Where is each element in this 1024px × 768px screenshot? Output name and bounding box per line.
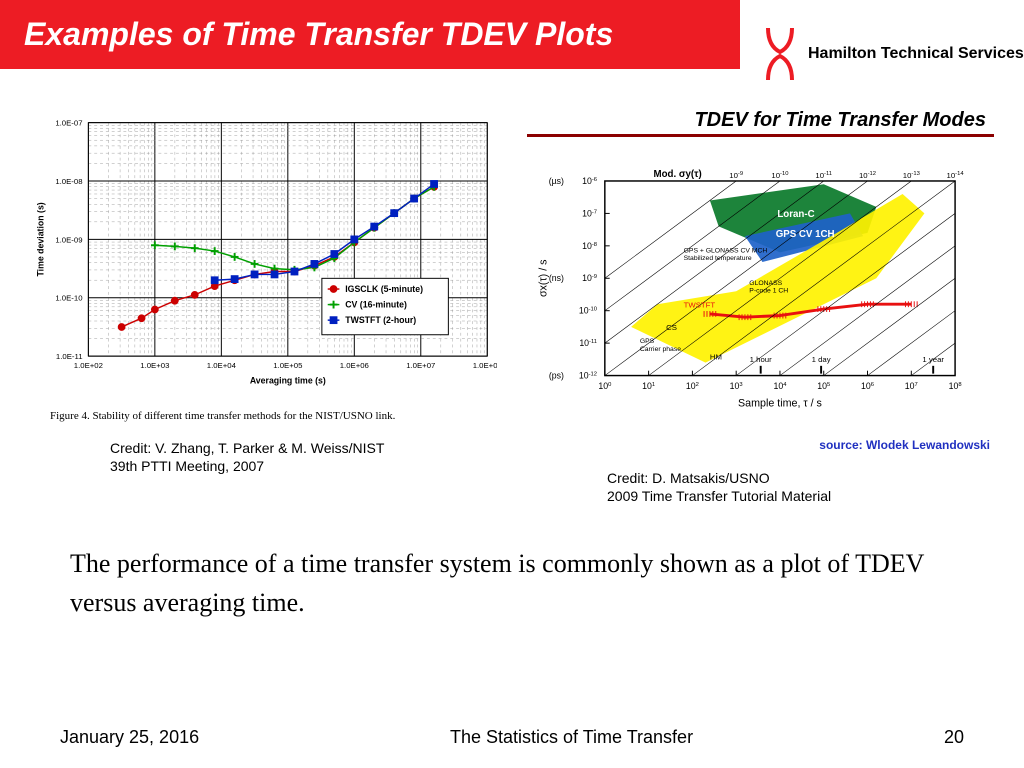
svg-text:10-7: 10-7 xyxy=(582,208,597,218)
svg-text:Mod. σy(τ): Mod. σy(τ) xyxy=(653,169,701,180)
svg-text:(ns): (ns) xyxy=(549,273,564,283)
svg-text:(µs): (µs) xyxy=(549,176,564,186)
svg-text:108: 108 xyxy=(949,381,962,391)
svg-text:10-13: 10-13 xyxy=(903,171,920,180)
chart2-rule xyxy=(527,134,994,137)
svg-text:103: 103 xyxy=(730,381,743,391)
svg-text:GPS CV 1CH: GPS CV 1CH xyxy=(776,229,835,240)
svg-text:1.0E-08: 1.0E-08 xyxy=(55,177,82,186)
svg-text:1.0E+04: 1.0E+04 xyxy=(207,361,237,370)
svg-text:10-10: 10-10 xyxy=(579,306,598,316)
svg-text:(ps): (ps) xyxy=(549,370,564,380)
slide-title: Examples of Time Transfer TDEV Plots xyxy=(0,0,740,69)
svg-text:1.0E+05: 1.0E+05 xyxy=(273,361,302,370)
svg-text:1.0E-07: 1.0E-07 xyxy=(55,119,82,128)
svg-text:10-10: 10-10 xyxy=(771,171,789,180)
svg-text:TWSTFT (2-hour): TWSTFT (2-hour) xyxy=(345,315,416,325)
svg-text:GPS + GLONASS CV MCH: GPS + GLONASS CV MCH xyxy=(684,247,768,254)
brand-logo: Hamilton Technical Services xyxy=(760,24,1024,84)
svg-text:Stabilized temperature: Stabilized temperature xyxy=(684,255,752,262)
credit-left-1: Credit: V. Zhang, T. Parker & M. Weiss/N… xyxy=(110,440,497,456)
body-text: The performance of a time transfer syste… xyxy=(0,504,1024,622)
svg-text:1.0E+07: 1.0E+07 xyxy=(406,361,435,370)
svg-text:10-14: 10-14 xyxy=(947,171,965,180)
svg-text:Time deviation (s): Time deviation (s) xyxy=(36,202,46,276)
svg-text:IGSCLK (5-minute): IGSCLK (5-minute) xyxy=(345,284,423,294)
figure-caption: Figure 4. Stability of different time tr… xyxy=(50,410,497,422)
svg-text:10-11: 10-11 xyxy=(815,171,832,180)
svg-text:GLONASS: GLONASS xyxy=(749,280,782,287)
svg-text:CS: CS xyxy=(666,323,677,332)
svg-text:10-9: 10-9 xyxy=(582,273,597,283)
svg-text:1 hour: 1 hour xyxy=(750,355,772,364)
brand-name: Hamilton Technical Services xyxy=(808,44,1024,63)
footer-page: 20 xyxy=(944,727,964,748)
svg-text:10-9: 10-9 xyxy=(729,171,743,180)
svg-text:1.0E+08: 1.0E+08 xyxy=(473,361,497,370)
hamilton-logo-icon xyxy=(760,24,800,84)
svg-text:σx(τ) / s: σx(τ) / s xyxy=(537,259,549,297)
credit-left-2: 39th PTTI Meeting, 2007 xyxy=(110,458,497,474)
svg-text:GPS: GPS xyxy=(640,338,655,345)
svg-text:1.0E+03: 1.0E+03 xyxy=(140,361,169,370)
tdev-chart-2: 10-9 10-10 10-11 10-12 10-13 10-14 100 101 102 10… xyxy=(527,143,994,433)
svg-text:102: 102 xyxy=(686,381,699,391)
svg-text:1.0E+02: 1.0E+02 xyxy=(74,361,103,370)
chart-right: TDEV for Time Transfer Modes 10-910-1010… xyxy=(527,109,994,504)
svg-text:P-code 1 CH: P-code 1 CH xyxy=(749,288,788,295)
svg-text:1.0E+06: 1.0E+06 xyxy=(340,361,369,370)
svg-text:Sample time, τ / s: Sample time, τ / s xyxy=(738,398,822,410)
svg-text:106: 106 xyxy=(861,381,874,391)
svg-text:1 day: 1 day xyxy=(812,355,831,364)
credit-right-1: Credit: D. Matsakis/USNO xyxy=(607,470,994,486)
svg-text:104: 104 xyxy=(773,381,787,391)
svg-text:1.0E-11: 1.0E-11 xyxy=(56,352,83,361)
footer-date: January 25, 2016 xyxy=(60,727,199,748)
footer-center: The Statistics of Time Transfer xyxy=(450,727,693,748)
svg-text:CV (16-minute): CV (16-minute) xyxy=(345,300,407,310)
svg-text:Loran-C: Loran-C xyxy=(777,209,814,220)
svg-text:10-8: 10-8 xyxy=(582,241,597,251)
chart-left: 1.0E+02 1.0E+03 1.0E+04 1.0E+05 1.0E+06 1.0E+… xyxy=(30,109,497,504)
svg-text:1.0E-10: 1.0E-10 xyxy=(55,294,83,303)
svg-text:HM: HM xyxy=(710,352,722,361)
svg-text:TWSTFT: TWSTFT xyxy=(684,300,716,309)
svg-text:10-6: 10-6 xyxy=(582,176,597,186)
svg-text:101: 101 xyxy=(642,381,655,391)
svg-text:Averaging time (s): Averaging time (s) xyxy=(250,375,326,385)
chart2-title: TDEV for Time Transfer Modes xyxy=(527,109,994,132)
svg-text:105: 105 xyxy=(817,381,830,391)
svg-text:10-11: 10-11 xyxy=(579,338,597,348)
svg-text:100: 100 xyxy=(598,381,612,391)
slide-footer: January 25, 2016 The Statistics of Time … xyxy=(0,727,1024,748)
source-line: source: Wlodek Lewandowski xyxy=(527,438,994,452)
svg-text:1.0E-09: 1.0E-09 xyxy=(55,235,82,244)
credit-right-2: 2009 Time Transfer Tutorial Material xyxy=(607,488,994,504)
svg-text:Carrier phase: Carrier phase xyxy=(640,346,681,353)
svg-text:107: 107 xyxy=(905,381,918,391)
tdev-chart-1: 1.0E+02 1.0E+03 1.0E+04 1.0E+05 1.0E+06 1.0E+… xyxy=(30,109,497,399)
svg-text:10-12: 10-12 xyxy=(859,171,876,180)
svg-text:1 year: 1 year xyxy=(922,355,944,364)
svg-text:10-12: 10-12 xyxy=(579,370,597,380)
